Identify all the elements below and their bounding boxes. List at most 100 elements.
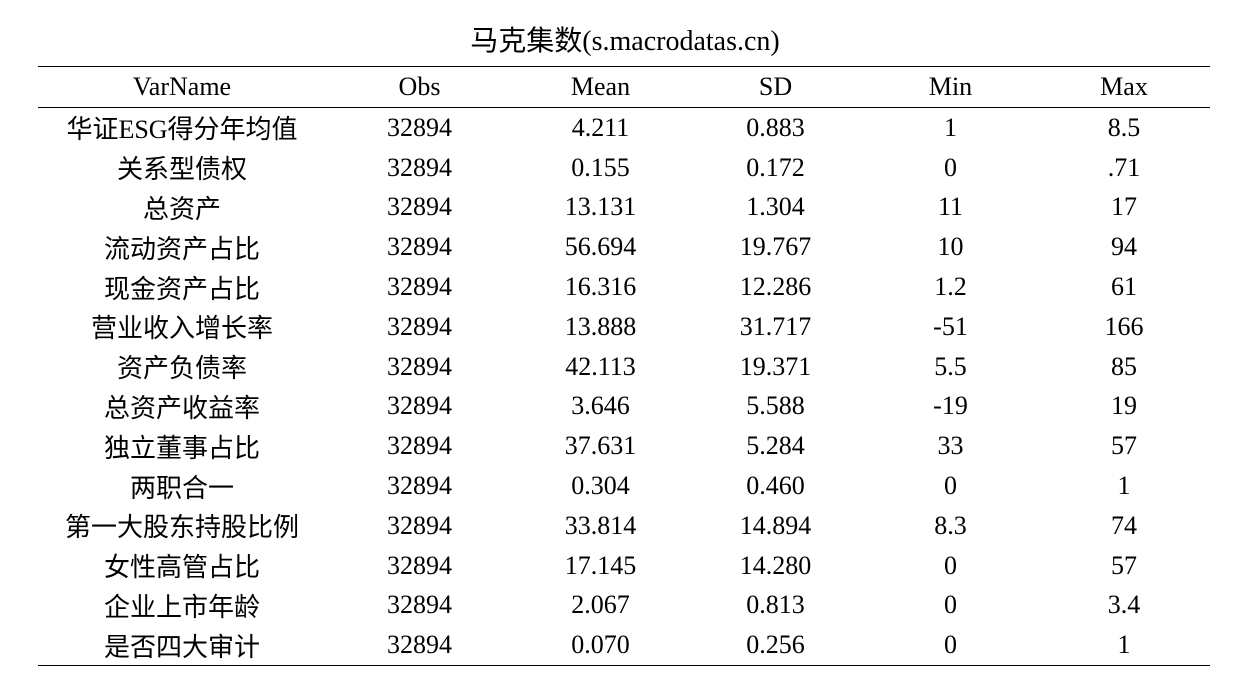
cell-min: -19	[933, 391, 968, 421]
cell-sd: 14.894	[739, 510, 812, 540]
cell-obs: 32894	[387, 192, 452, 222]
table-row: 企业上市年龄 32894 2.067 0.813 0 3.4	[38, 586, 1210, 626]
cell-obs: 32894	[387, 431, 452, 461]
table-row: 流动资产占比 32894 56.694 19.767 10 94	[38, 227, 1210, 267]
cell-varname: 营业收入增长率	[90, 314, 273, 344]
header-sd: SD	[758, 72, 793, 101]
cell-obs: 32894	[387, 630, 452, 660]
cell-mean: 0.155	[571, 152, 630, 182]
header-max: Max	[1100, 72, 1148, 101]
cell-varname: 是否四大审计	[103, 632, 260, 662]
cell-max: 8.5	[1107, 112, 1141, 142]
cell-varname: 第一大股东持股比例	[64, 513, 299, 543]
cell-obs: 32894	[387, 590, 452, 620]
header-row: VarName Obs Mean SD Min Max	[38, 66, 1210, 108]
cell-varname: 流动资产占比	[103, 234, 260, 264]
cell-mean: 42.113	[565, 351, 636, 381]
cell-obs: 32894	[387, 152, 452, 182]
cell-varname: 总资产收益率	[103, 393, 260, 423]
cell-sd: 0.172	[746, 152, 805, 182]
cell-varname: 总资产	[142, 194, 221, 224]
cell-sd: 1.304	[746, 192, 805, 222]
cell-max: 85	[1111, 351, 1137, 381]
cell-mean: 37.631	[564, 431, 637, 461]
table-row: 现金资产占比 32894 16.316 12.286 1.2 61	[38, 267, 1210, 307]
table-row: 营业收入增长率 32894 13.888 31.717 -51 166	[38, 307, 1210, 347]
cell-varname: 现金资产占比	[103, 274, 260, 304]
table-row: 资产负债率 32894 42.113 19.371 5.5 85	[38, 347, 1210, 387]
cell-varname: 独立董事占比	[103, 433, 260, 463]
cell-varname: 华证ESG得分年均值	[66, 115, 298, 145]
cell-obs: 32894	[387, 391, 452, 421]
cell-min: -51	[933, 311, 968, 341]
cell-mean: 13.131	[564, 192, 637, 222]
cell-obs: 32894	[387, 232, 452, 262]
cell-min: 0	[944, 630, 957, 660]
cell-varname: 资产负债率	[116, 354, 247, 384]
cell-max: 19	[1111, 391, 1137, 421]
cell-min: 33	[937, 431, 964, 461]
table-row: 两职合一 32894 0.304 0.460 0 1	[38, 466, 1210, 506]
header-min: Min	[928, 72, 973, 101]
cell-max: 1	[1117, 471, 1131, 501]
header-obs: Obs	[398, 72, 441, 101]
cell-mean: 4.211	[571, 112, 630, 142]
cell-varname: 两职合一	[129, 473, 234, 503]
cell-sd: 14.280	[739, 550, 812, 580]
table-title: 马克集数(s.macrodatas.cn)	[470, 26, 780, 57]
cell-mean: 0.070	[571, 630, 630, 660]
cell-max: 94	[1111, 232, 1137, 262]
cell-sd: 5.284	[746, 431, 805, 461]
cell-min: 0	[944, 152, 957, 182]
cell-max: 57	[1111, 431, 1137, 461]
cell-obs: 32894	[387, 112, 452, 142]
cell-obs: 32894	[387, 510, 452, 540]
cell-sd: 19.371	[739, 351, 812, 381]
table-row: 独立董事占比 32894 37.631 5.284 33 57	[38, 426, 1210, 466]
cell-sd: 12.286	[739, 272, 812, 302]
cell-min: 0	[944, 550, 957, 580]
cell-obs: 32894	[387, 311, 452, 341]
cell-sd: 0.256	[746, 630, 805, 660]
cell-min: 0	[944, 590, 957, 620]
cell-mean: 2.067	[571, 590, 630, 620]
header-varname: VarName	[132, 72, 232, 101]
cell-sd: 31.717	[739, 311, 812, 341]
cell-mean: 17.145	[564, 550, 637, 580]
cell-mean: 33.814	[564, 510, 637, 540]
table-row: 第一大股东持股比例 32894 33.814 14.894 8.3 74	[38, 506, 1210, 546]
cell-max: 166	[1104, 311, 1144, 341]
cell-min: 8.3	[934, 510, 967, 540]
cell-max: 1	[1117, 630, 1131, 660]
cell-varname: 女性高管占比	[103, 553, 260, 583]
cell-max: 3.4	[1107, 590, 1141, 620]
cell-min: 11	[937, 192, 964, 222]
cell-max: 17	[1111, 192, 1137, 222]
cell-obs: 32894	[387, 471, 452, 501]
cell-min: 1.2	[934, 272, 967, 302]
cell-min: 1	[944, 112, 957, 142]
cell-mean: 56.694	[564, 232, 637, 262]
cell-mean: 16.316	[564, 272, 637, 302]
summary-statistics-table: VarName Obs Mean SD Min Max 华证ESG得分年均值 32…	[38, 66, 1210, 666]
cell-sd: 19.767	[739, 232, 812, 262]
cell-min: 5.5	[934, 351, 967, 381]
cell-mean: 0.304	[571, 471, 630, 501]
table-row: 总资产收益率 32894 3.646 5.588 -19 19	[38, 387, 1210, 427]
cell-max: 61	[1111, 272, 1137, 302]
table-row: 是否四大审计 32894 0.070 0.256 0 1	[38, 625, 1210, 666]
table-row: 关系型债权 32894 0.155 0.172 0 .71	[38, 148, 1210, 188]
cell-max: 74	[1111, 510, 1137, 540]
cell-max: .71	[1107, 152, 1141, 182]
cell-min: 0	[944, 471, 957, 501]
cell-mean: 3.646	[571, 391, 630, 421]
cell-sd: 0.883	[746, 112, 805, 142]
table-row: 华证ESG得分年均值 32894 4.211 0.883 1 8.5	[38, 108, 1210, 148]
cell-max: 57	[1111, 550, 1137, 580]
table-row: 总资产 32894 13.131 1.304 11 17	[38, 188, 1210, 228]
cell-varname: 企业上市年龄	[103, 592, 260, 622]
header-mean: Mean	[570, 72, 631, 101]
cell-obs: 32894	[387, 550, 452, 580]
cell-sd: 5.588	[746, 391, 805, 421]
cell-obs: 32894	[387, 351, 452, 381]
